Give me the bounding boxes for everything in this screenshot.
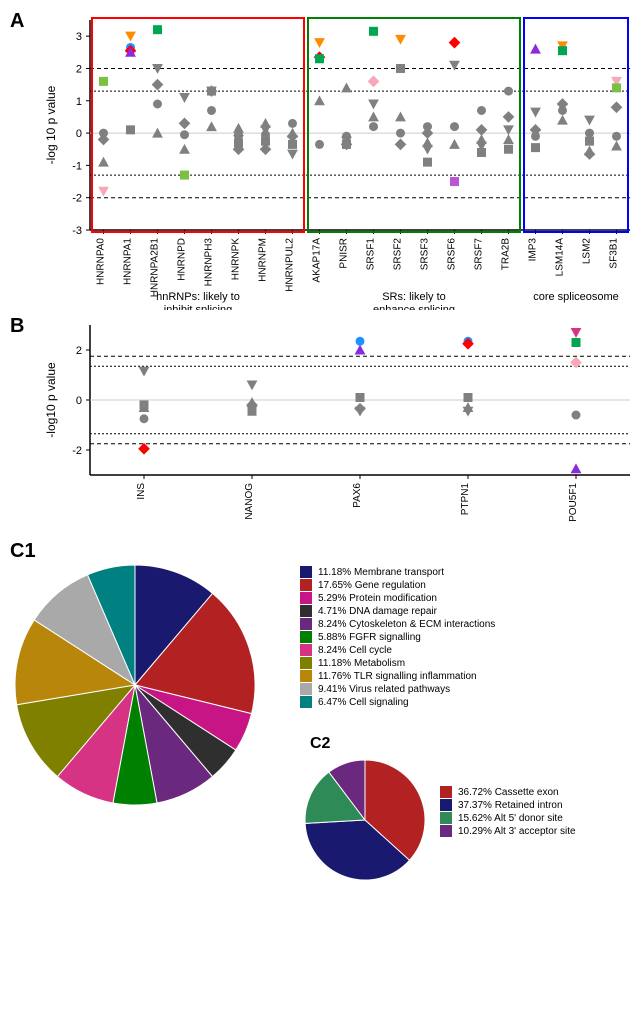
legend-row: 11.76% TLR signalling inflammation bbox=[300, 670, 495, 682]
svg-text:-2: -2 bbox=[72, 193, 82, 205]
svg-text:core spliceosome: core spliceosome bbox=[533, 291, 619, 303]
svg-text:SRSF6: SRSF6 bbox=[447, 238, 458, 271]
svg-text:-3: -3 bbox=[72, 225, 82, 237]
panel-a: A -3 -2 -1 0 1 2 3 HNRNPA0 HNRNPA1 HNRNPA2B1 HNRNP… bbox=[10, 10, 620, 310]
legend-text: 4.71% DNA damage repair bbox=[318, 606, 437, 617]
svg-text:HNRNPUL2: HNRNPUL2 bbox=[285, 238, 296, 292]
svg-text:HNRNPD: HNRNPD bbox=[177, 238, 188, 281]
legend-row: 9.41% Virus related pathways bbox=[300, 683, 495, 695]
svg-text:PTPN1: PTPN1 bbox=[460, 483, 471, 516]
svg-text:0: 0 bbox=[76, 395, 82, 407]
svg-text:HNRNPK: HNRNPK bbox=[231, 238, 242, 281]
panel-c: C1 11.18% Membrane transport17.65% Gene … bbox=[10, 545, 620, 885]
legend-row: 5.88% FGFR signalling bbox=[300, 631, 495, 643]
legend-text: 37.37% Retained intron bbox=[458, 800, 563, 811]
svg-text:AKAP17A: AKAP17A bbox=[312, 238, 323, 283]
svg-text:SRs: likely to: SRs: likely to bbox=[382, 291, 446, 303]
legend-swatch bbox=[300, 592, 312, 604]
pie-c1 bbox=[10, 545, 260, 810]
svg-text:INS: INS bbox=[136, 483, 147, 500]
svg-text:NANOG: NANOG bbox=[244, 483, 255, 520]
legend-row: 8.24% Cytoskeleton & ECM interactions bbox=[300, 618, 495, 630]
panel-a-label: A bbox=[10, 10, 24, 33]
legend-text: 15.62% Alt 5' donor site bbox=[458, 813, 563, 824]
svg-text:2: 2 bbox=[76, 345, 82, 357]
legend-swatch bbox=[440, 786, 452, 798]
svg-text:inhibit splicing: inhibit splicing bbox=[164, 304, 232, 310]
legend-text: 8.24% Cytoskeleton & ECM interactions bbox=[318, 619, 495, 630]
legend-swatch bbox=[300, 683, 312, 695]
svg-text:hnRNPs: likely to: hnRNPs: likely to bbox=[156, 291, 240, 303]
legend-swatch bbox=[440, 812, 452, 824]
svg-text:HNRNPA1: HNRNPA1 bbox=[123, 238, 134, 285]
svg-text:SRSF2: SRSF2 bbox=[393, 238, 404, 271]
legend-row: 10.29% Alt 3' acceptor site bbox=[440, 825, 576, 837]
scatter-b: -2 0 2 INS NANOG PAX6 PTPN1 POU5F1 -log10 p valu… bbox=[30, 315, 630, 535]
svg-text:IMP3: IMP3 bbox=[528, 238, 539, 262]
legend-swatch bbox=[440, 799, 452, 811]
legend-text: 8.24% Cell cycle bbox=[318, 645, 392, 656]
svg-text:SF3B1: SF3B1 bbox=[609, 238, 620, 269]
legend-row: 17.65% Gene regulation bbox=[300, 579, 495, 591]
svg-text:HNRNPA0: HNRNPA0 bbox=[96, 238, 107, 285]
svg-text:SRSF1: SRSF1 bbox=[366, 238, 377, 271]
legend-text: 5.29% Protein modification bbox=[318, 593, 437, 604]
legend-text: 9.41% Virus related pathways bbox=[318, 684, 450, 695]
svg-text:TRA2B: TRA2B bbox=[501, 238, 512, 271]
svg-text:enhance splicing: enhance splicing bbox=[373, 304, 455, 310]
panel-c1-label: C1 bbox=[10, 540, 36, 563]
legend-text: 5.88% FGFR signalling bbox=[318, 632, 421, 643]
svg-text:HNRNPM: HNRNPM bbox=[258, 238, 269, 282]
svg-text:-1: -1 bbox=[72, 160, 82, 172]
scatter-a: -3 -2 -1 0 1 2 3 HNRNPA0 HNRNPA1 HNRNPA2B1 HNRNPD H… bbox=[30, 10, 630, 310]
svg-text:LSM14A: LSM14A bbox=[555, 238, 566, 277]
svg-text:3: 3 bbox=[76, 31, 82, 43]
legend-swatch bbox=[300, 644, 312, 656]
legend-c2: 36.72% Cassette exon 37.37% Retained intr… bbox=[440, 785, 576, 885]
panel-c2-label: C2 bbox=[310, 735, 330, 753]
legend-swatch bbox=[440, 825, 452, 837]
svg-text:HNRNPA2B1: HNRNPA2B1 bbox=[150, 238, 161, 298]
svg-text:2: 2 bbox=[76, 63, 82, 75]
pie-c2 bbox=[300, 740, 430, 885]
panel-b: B -2 0 2 INS NANOG PAX6 PTPN1 POU5F1 -log10 p va… bbox=[10, 315, 620, 535]
svg-text:POU5F1: POU5F1 bbox=[568, 483, 579, 522]
svg-text:PAX6: PAX6 bbox=[352, 483, 363, 508]
legend-row: 5.29% Protein modification bbox=[300, 592, 495, 604]
legend-text: 36.72% Cassette exon bbox=[458, 787, 559, 798]
svg-text:0: 0 bbox=[76, 128, 82, 140]
legend-row: 36.72% Cassette exon bbox=[440, 786, 576, 798]
svg-text:PNISR: PNISR bbox=[339, 238, 350, 269]
legend-text: 11.76% TLR signalling inflammation bbox=[318, 671, 477, 682]
legend-swatch bbox=[300, 631, 312, 643]
legend-text: 10.29% Alt 3' acceptor site bbox=[458, 826, 576, 837]
legend-swatch bbox=[300, 696, 312, 708]
legend-row: 11.18% Membrane transport bbox=[300, 566, 495, 578]
legend-row: 6.47% Cell signaling bbox=[300, 696, 495, 708]
legend-swatch bbox=[300, 618, 312, 630]
legend-text: 17.65% Gene regulation bbox=[318, 580, 426, 591]
svg-text:LSM2: LSM2 bbox=[582, 238, 593, 265]
legend-text: 6.47% Cell signaling bbox=[318, 697, 409, 708]
legend-row: 37.37% Retained intron bbox=[440, 799, 576, 811]
legend-text: 11.18% Metabolism bbox=[318, 658, 405, 669]
legend-text: 11.18% Membrane transport bbox=[318, 567, 444, 578]
panel-b-label: B bbox=[10, 315, 24, 338]
svg-text:SRSF7: SRSF7 bbox=[474, 238, 485, 271]
svg-text:SRSF3: SRSF3 bbox=[420, 238, 431, 271]
legend-row: 15.62% Alt 5' donor site bbox=[440, 812, 576, 824]
legend-row: 8.24% Cell cycle bbox=[300, 644, 495, 656]
legend-swatch bbox=[300, 670, 312, 682]
svg-text:1: 1 bbox=[76, 96, 82, 108]
legend-row: 11.18% Metabolism bbox=[300, 657, 495, 669]
legend-swatch bbox=[300, 657, 312, 669]
svg-text:-log10 p value: -log10 p value bbox=[44, 362, 58, 438]
svg-text:-log 10 p value: -log 10 p value bbox=[44, 85, 58, 164]
legend-swatch bbox=[300, 605, 312, 617]
svg-text:HNRNPH3: HNRNPH3 bbox=[204, 238, 215, 287]
legend-row: 4.71% DNA damage repair bbox=[300, 605, 495, 617]
svg-text:-2: -2 bbox=[72, 445, 82, 457]
legend-swatch bbox=[300, 566, 312, 578]
legend-swatch bbox=[300, 579, 312, 591]
